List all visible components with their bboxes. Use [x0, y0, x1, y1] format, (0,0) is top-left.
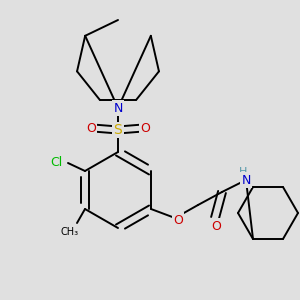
- Text: O: O: [140, 122, 150, 134]
- Text: O: O: [86, 122, 96, 134]
- Text: Cl: Cl: [50, 157, 62, 169]
- Text: H: H: [239, 167, 247, 177]
- Text: CH₃: CH₃: [61, 227, 79, 237]
- Text: N: N: [113, 101, 123, 115]
- Text: N: N: [241, 173, 251, 187]
- Text: O: O: [173, 214, 183, 226]
- Text: S: S: [114, 123, 122, 137]
- Text: O: O: [211, 220, 221, 232]
